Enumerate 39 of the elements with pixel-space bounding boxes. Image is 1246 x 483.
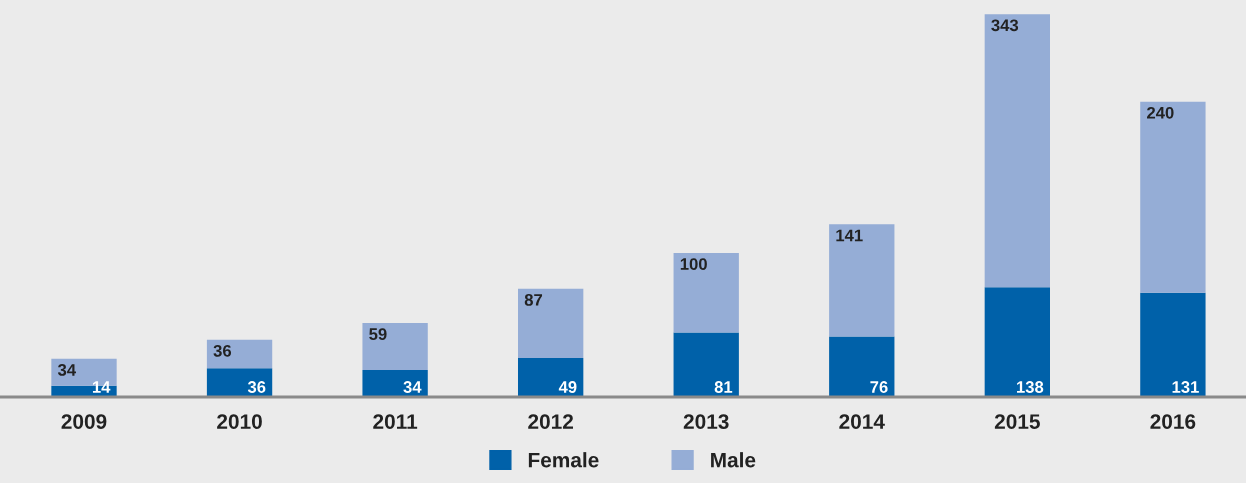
bar [362, 369, 428, 397]
bar [206, 368, 273, 397]
x-tick-label: 2016 [1150, 414, 1196, 429]
bar [362, 322, 428, 370]
bar [673, 332, 739, 397]
data-label: 141 [836, 229, 863, 242]
x-tick-label: 2013 [683, 414, 729, 429]
bar [673, 252, 739, 333]
data-label: 49 [558, 381, 577, 393]
x-tick-label: 2011 [373, 414, 418, 429]
x-tick-label: 2012 [528, 414, 574, 429]
bar [1140, 101, 1206, 293]
data-label: 87 [524, 293, 543, 306]
bar [984, 14, 1050, 288]
data-label: 343 [991, 19, 1019, 32]
bar [829, 224, 895, 337]
bar [518, 358, 584, 397]
data-label: 76 [870, 381, 888, 393]
bar [1140, 292, 1206, 397]
legend-label: Male [711, 452, 756, 468]
x-tick-label: 2010 [217, 414, 262, 429]
bar [206, 339, 273, 369]
data-label: 34 [57, 364, 76, 376]
x-tick-label: 2014 [839, 414, 885, 429]
data-label: 81 [714, 381, 733, 393]
data-label: 36 [213, 344, 232, 357]
legend-label: Female [528, 452, 599, 468]
data-label: 131 [1172, 381, 1199, 393]
x-tick-label: 2015 [994, 414, 1040, 429]
bar [518, 288, 584, 358]
bar [829, 336, 895, 397]
data-label: 59 [369, 328, 387, 340]
data-label: 240 [1147, 106, 1174, 119]
data-label: 34 [403, 381, 422, 393]
data-label: 138 [1017, 381, 1044, 393]
data-label: 100 [680, 258, 707, 270]
bar [984, 287, 1050, 397]
data-label: 36 [247, 381, 266, 393]
x-tick-label: 2009 [61, 414, 107, 429]
